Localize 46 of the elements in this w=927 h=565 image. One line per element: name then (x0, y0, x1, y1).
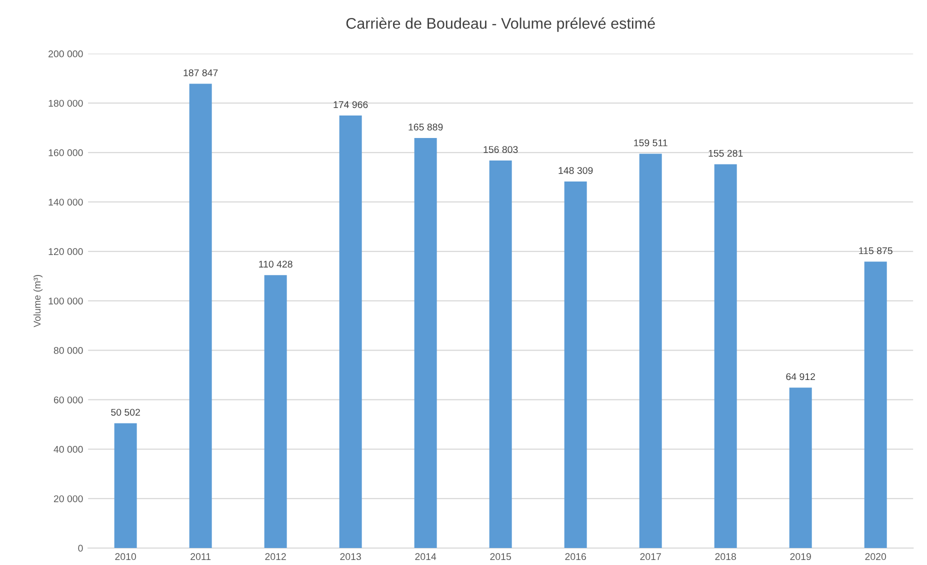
y-tick-label: 180 000 (48, 100, 83, 107)
y-axis-title: Volume (m³) (33, 274, 43, 328)
chart-title: Carrière de Boudeau - Volume prélevé estimé (346, 17, 655, 32)
y-tick-label: 80 000 (54, 347, 83, 354)
x-tick-label: 2014 (415, 553, 436, 560)
bar (339, 116, 362, 548)
y-tick-label: 0 (78, 544, 83, 552)
bar (564, 181, 587, 548)
bar (414, 138, 437, 548)
bar (189, 84, 212, 548)
y-tick-label: 40 000 (54, 446, 83, 453)
data-label: 156 803 (484, 146, 518, 153)
x-tick-label: 2020 (865, 553, 886, 560)
bar (114, 423, 137, 548)
x-tick-label: 2018 (715, 553, 736, 560)
bar (789, 388, 812, 548)
data-label: 165 889 (408, 124, 443, 131)
y-tick-label: 160 000 (48, 149, 83, 156)
x-tick-label: 2019 (790, 553, 811, 560)
x-tick-label: 2011 (190, 553, 211, 560)
data-label: 50 502 (111, 408, 140, 416)
x-tick-label: 2012 (265, 553, 286, 560)
y-tick-label: 200 000 (48, 50, 83, 58)
y-tick-label: 140 000 (48, 198, 83, 206)
y-tick-label: 20 000 (54, 495, 83, 502)
bar (264, 275, 287, 548)
data-label: 159 511 (634, 139, 668, 146)
bar (864, 262, 887, 548)
x-tick-label: 2010 (115, 553, 136, 560)
y-tick-label: 120 000 (48, 248, 83, 256)
x-tick-label: 2013 (340, 553, 361, 560)
x-tick-label: 2017 (640, 553, 661, 560)
data-label: 64 912 (786, 373, 815, 380)
data-label: 155 281 (708, 150, 743, 157)
data-label: 148 309 (558, 167, 593, 174)
y-tick-label: 100 000 (48, 298, 83, 304)
data-label: 110 428 (259, 260, 292, 268)
bar (639, 154, 662, 548)
x-tick-label: 2016 (565, 553, 586, 560)
bar (714, 164, 737, 548)
data-label: 174 966 (334, 101, 368, 108)
bar (489, 160, 512, 548)
x-tick-label: 2015 (490, 553, 511, 560)
data-label: 115 875 (859, 247, 892, 254)
y-tick-label: 60 000 (54, 396, 83, 404)
data-label: 187 847 (184, 69, 218, 76)
